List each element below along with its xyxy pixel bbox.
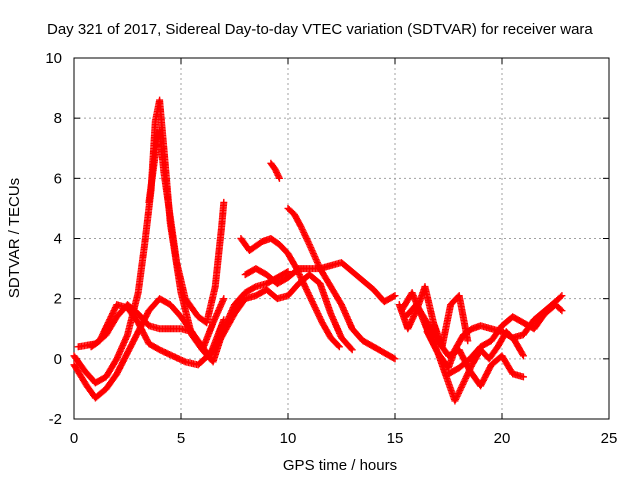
x-axis-label: GPS time / hours <box>283 457 397 474</box>
data-point <box>348 346 356 354</box>
data-point <box>220 316 228 324</box>
x-tick-label: 10 <box>280 430 297 447</box>
y-tick-label: 10 <box>45 50 62 67</box>
chart-title: Day 321 of 2017, Sidereal Day-to-day VTE… <box>47 21 593 38</box>
data-point <box>347 345 355 353</box>
series-s2 <box>145 126 228 327</box>
data-point <box>391 292 399 300</box>
chart-marks <box>70 96 566 405</box>
data-point <box>557 293 565 301</box>
data-point <box>220 295 228 303</box>
y-tick-label: 2 <box>54 291 62 308</box>
data-point <box>334 342 342 350</box>
y-axis-label: SDTVAR / TECUs <box>6 178 23 298</box>
series-s7 <box>267 159 283 182</box>
data-point <box>275 173 283 181</box>
chart-ticks: 0 5 10 15 20 25 -2 0 2 4 6 8 10 <box>45 50 617 447</box>
y-tick-label: -2 <box>49 411 62 428</box>
data-point <box>519 373 527 381</box>
data-point <box>464 337 472 345</box>
x-tick-label: 20 <box>494 430 511 447</box>
data-point <box>283 268 291 276</box>
data-point <box>519 352 527 360</box>
data-point <box>557 305 565 313</box>
y-tick-label: 4 <box>54 231 62 248</box>
data-point <box>558 292 566 300</box>
y-tick-label: 8 <box>54 110 62 127</box>
y-tick-label: 6 <box>54 170 62 187</box>
data-point <box>335 343 343 351</box>
data-point <box>220 198 228 206</box>
series-s9 <box>241 259 399 306</box>
series-s5 <box>87 301 228 369</box>
data-point <box>558 307 566 315</box>
x-tick-label: 5 <box>177 430 185 447</box>
x-tick-label: 25 <box>601 430 618 447</box>
data-point <box>390 292 398 300</box>
x-tick-label: 15 <box>387 430 404 447</box>
y-tick-label: 0 <box>54 351 62 368</box>
data-point <box>284 268 292 276</box>
x-tick-label: 0 <box>70 430 78 447</box>
data-point <box>391 355 399 363</box>
data-point <box>390 354 398 362</box>
chart-grid <box>74 58 609 419</box>
data-point <box>519 350 527 358</box>
data-point <box>275 174 283 182</box>
series-s13 <box>445 301 566 378</box>
series-s14 <box>395 283 472 351</box>
